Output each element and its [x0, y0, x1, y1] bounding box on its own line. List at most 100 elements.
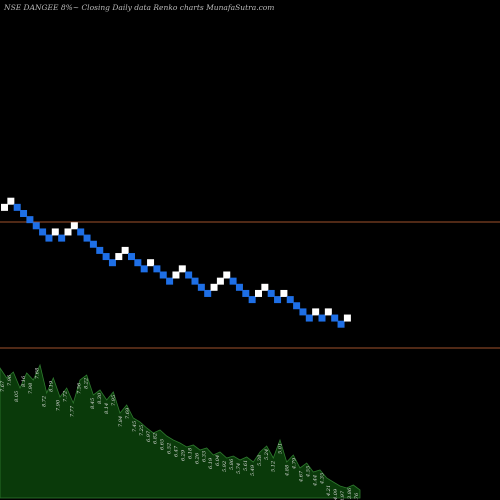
renko-brick [26, 216, 34, 224]
renko-brick [286, 296, 294, 304]
volume-label: 7.67 [0, 380, 6, 392]
volume-label: 6.19 [208, 457, 214, 469]
volume-label: 5.49 [250, 464, 256, 476]
renko-brick [96, 246, 104, 254]
renko-brick [242, 289, 250, 297]
volume-label: 8.16 [21, 375, 27, 387]
renko-brick [305, 314, 313, 322]
volume-label: 3.86 [347, 487, 353, 499]
renko-brick [178, 265, 186, 273]
renko-brick [324, 308, 332, 316]
volume-label: 7.95 [111, 395, 117, 406]
volume-label: 8.45 [90, 398, 96, 409]
renko-brick [58, 234, 66, 242]
volume-label: 7.56 [76, 382, 82, 394]
volume-label: 4.35 [319, 473, 325, 485]
renko-brick [299, 308, 307, 316]
volume-label: 5.86 [229, 458, 235, 470]
volume-label: 5.24 [264, 449, 270, 460]
volume-label: 8.05 [14, 391, 20, 402]
renko-brick [318, 314, 326, 322]
renko-brick [235, 283, 243, 291]
renko-brick [140, 265, 148, 273]
volume-label: 4.79 [292, 457, 298, 470]
renko-brick [255, 289, 262, 297]
renko-brick [51, 228, 59, 236]
volume-label: 6.82 [153, 433, 159, 444]
volume-label: 6.18 [187, 448, 193, 459]
renko-brick [280, 289, 288, 297]
renko-brick [337, 320, 345, 328]
volume-label: 6.47 [174, 445, 180, 457]
renko-brick [172, 271, 180, 279]
volume-label: 6.65 [160, 439, 166, 450]
volume-label: 8.19 [49, 380, 55, 392]
renko-brick [108, 259, 116, 267]
renko-brick [312, 308, 320, 316]
renko-brick [89, 240, 97, 248]
renko-brick [147, 259, 155, 267]
renko-brick [20, 210, 28, 217]
volume-label: 5.01 [278, 443, 284, 454]
renko-brick [204, 289, 212, 297]
volume-label: 4.55 [305, 466, 311, 478]
renko-brick [191, 277, 199, 285]
renko-brick [39, 228, 47, 236]
renko-brick [70, 222, 78, 230]
volume-label: 6.52 [167, 443, 173, 454]
volume-label: 5.12 [271, 461, 277, 472]
renko-brick [7, 197, 15, 205]
renko-brick [223, 271, 231, 279]
renko-brick [64, 228, 72, 236]
renko-brick [1, 203, 8, 211]
volume-label: 7.25 [139, 425, 145, 436]
volume-label: 8.30 [97, 392, 103, 404]
renko-brick [121, 246, 129, 254]
volume-label: 7.84 [118, 416, 124, 427]
volume-label: 5.38 [257, 455, 263, 466]
volume-label: 4.44 [312, 475, 318, 487]
renko-brick [128, 253, 135, 261]
volume-label: 5.92 [222, 461, 228, 472]
volume-area [0, 363, 361, 499]
renko-brick [166, 277, 174, 285]
renko-brick [197, 283, 205, 291]
volume-label: 6.97 [146, 430, 152, 442]
renko-brick [32, 222, 40, 230]
renko-brick [261, 283, 269, 291]
volume-label: 7.96 [7, 374, 13, 386]
renko-brick [343, 314, 351, 322]
volume-label: 6.26 [194, 452, 200, 464]
renko-brick [45, 234, 53, 242]
renko-brick [267, 289, 275, 297]
volume-label: 3.76 [354, 492, 360, 500]
renko-brick [115, 253, 123, 261]
renko-brick [159, 271, 167, 279]
renko-brick [331, 314, 339, 322]
renko-brick [77, 228, 85, 236]
volume-label: 7.90 [56, 399, 62, 411]
volume-label: 8.72 [42, 396, 48, 407]
renko-brick [13, 203, 21, 211]
renko-brick [229, 277, 237, 285]
volume-label: 7.98 [28, 383, 34, 394]
volume-label: 5.74 [236, 463, 242, 474]
volume-label: 6.04 [215, 455, 221, 466]
renko-brick [248, 296, 256, 304]
volume-label: 7.68 [35, 368, 41, 379]
renko-brick [102, 253, 110, 261]
renko-brick [210, 283, 218, 291]
volume-label: 8.14 [104, 403, 110, 414]
volume-label: 4.21 [326, 485, 332, 497]
volume-label: 4.09 [333, 488, 339, 500]
renko-brick [216, 277, 224, 285]
renko-brick [134, 259, 142, 267]
renko-brick [83, 234, 91, 242]
volume-label: 8.22 [83, 378, 89, 389]
volume-label: 7.72 [63, 391, 69, 402]
volume-label: 3.97 [340, 490, 346, 500]
renko-brick [153, 265, 161, 273]
volume-label: 7.77 [69, 405, 75, 417]
chart-title: NSE DANGEE 8%~ Closing Daily data Renko … [4, 3, 275, 12]
